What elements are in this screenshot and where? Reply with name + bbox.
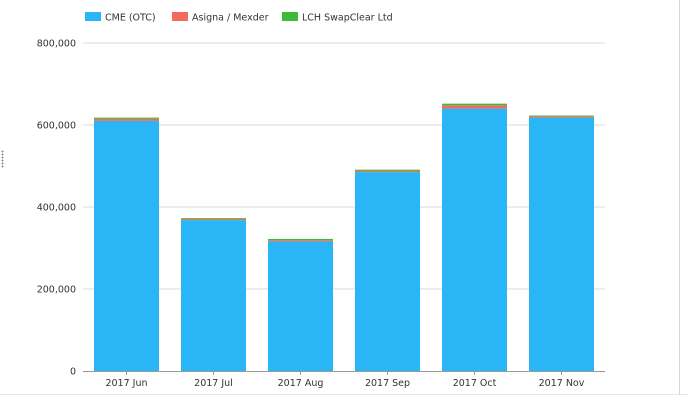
bar-5-series-1[interactable]: [529, 116, 594, 118]
y-tick-label-4: 800,000: [37, 39, 76, 50]
bar-2-series-2[interactable]: [268, 238, 333, 241]
bar-0-series-1[interactable]: [94, 118, 159, 121]
bar-3-series-0[interactable]: [355, 172, 420, 371]
y-axis: 0 200,000 400,000 600,000 800,000: [37, 39, 76, 378]
legend: CME (OTC) Asigna / Mexder LCH SwapClear Lt…: [85, 12, 393, 24]
bars: [94, 103, 594, 372]
bar-3-series-2[interactable]: [355, 169, 420, 171]
x-axis: 2017 Jun 2017 Jul 2017 Aug 2017 Sep 2017 Oct…: [105, 371, 585, 389]
y-tick-label-2: 400,000: [37, 203, 76, 214]
bar-4-series-2[interactable]: [442, 103, 507, 106]
x-tick-label-1: 2017 Jul: [194, 378, 233, 389]
x-tick-label-2: 2017 Aug: [278, 378, 324, 389]
legend-swatch-1[interactable]: [172, 12, 188, 21]
x-tick-label-5: 2017 Nov: [539, 378, 585, 389]
bar-0-series-0[interactable]: [94, 120, 159, 372]
bar-2-series-1[interactable]: [268, 240, 333, 242]
bar-4-series-1[interactable]: [442, 105, 507, 109]
y-tick-label-1: 200,000: [37, 285, 76, 296]
y-tick-label-3: 600,000: [37, 121, 76, 132]
bar-1-series-2[interactable]: [181, 218, 246, 219]
bar-3-series-1[interactable]: [355, 170, 420, 173]
x-tick-label-3: 2017 Sep: [365, 378, 410, 389]
bar-0-series-2[interactable]: [94, 117, 159, 119]
bar-5-series-0[interactable]: [529, 117, 594, 372]
legend-swatch-2[interactable]: [282, 12, 298, 21]
bar-4-series-0[interactable]: [442, 108, 507, 371]
bottom-strip: [0, 394, 688, 404]
bar-1-series-1[interactable]: [181, 218, 246, 221]
legend-label-2[interactable]: LCH SwapClear Ltd: [302, 13, 393, 24]
bar-5-series-2[interactable]: [529, 115, 594, 117]
y-tick-label-0: 0: [70, 367, 76, 378]
bar-1-series-0[interactable]: [181, 220, 246, 371]
x-tick-label-0: 2017 Jun: [105, 378, 147, 389]
legend-label-1[interactable]: Asigna / Mexder: [192, 13, 269, 24]
resize-handle[interactable]: [1, 150, 4, 168]
legend-label-0[interactable]: CME (OTC): [105, 13, 156, 24]
legend-swatch-0[interactable]: [85, 12, 101, 21]
grid-lines: [83, 42, 605, 372]
bar-2-series-0[interactable]: [268, 241, 333, 371]
x-tick-label-4: 2017 Oct: [453, 378, 497, 389]
panel-border: [679, 0, 680, 403]
